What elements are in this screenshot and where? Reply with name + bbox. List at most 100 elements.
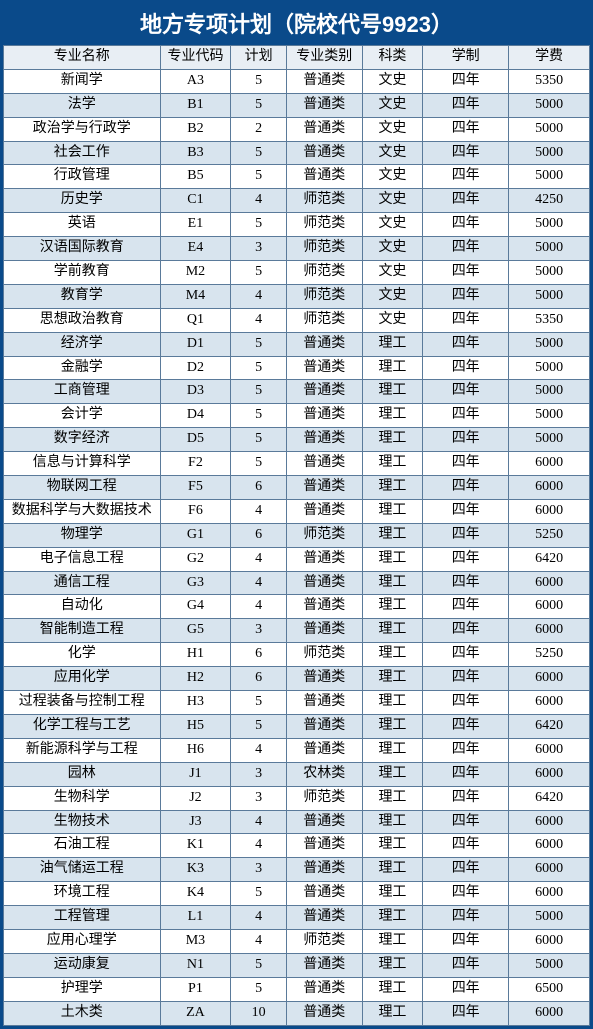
table-cell: 理工 [362, 571, 423, 595]
table-cell: 环境工程 [4, 882, 161, 906]
table-cell: 四年 [423, 1001, 509, 1025]
table-cell: 普通类 [286, 69, 362, 93]
table-row: 思想政治教育Q14师范类文史四年5350 [4, 308, 590, 332]
table-cell: 文史 [362, 93, 423, 117]
table-cell: 思想政治教育 [4, 308, 161, 332]
table-cell: 四年 [423, 117, 509, 141]
table-cell: 6500 [509, 977, 590, 1001]
table-cell: K3 [160, 858, 231, 882]
table-cell: 5 [231, 404, 287, 428]
table-cell: 5000 [509, 213, 590, 237]
table-cell: 5 [231, 882, 287, 906]
table-cell: 5 [231, 261, 287, 285]
table-cell: 普通类 [286, 165, 362, 189]
table-cell: 四年 [423, 141, 509, 165]
table-cell: N1 [160, 953, 231, 977]
table-cell: 6000 [509, 619, 590, 643]
table-cell: 理工 [362, 810, 423, 834]
table-cell: 汉语国际教育 [4, 237, 161, 261]
table-cell: 理工 [362, 691, 423, 715]
table-row: 政治学与行政学B22普通类文史四年5000 [4, 117, 590, 141]
col-header: 学制 [423, 46, 509, 70]
table-row: 物联网工程F56普通类理工四年6000 [4, 476, 590, 500]
table-cell: 5000 [509, 332, 590, 356]
table-cell: 5 [231, 953, 287, 977]
table-cell: 四年 [423, 906, 509, 930]
table-cell: 4 [231, 834, 287, 858]
table-row: 数字经济D55普通类理工四年5000 [4, 428, 590, 452]
table-cell: 6000 [509, 834, 590, 858]
table-row: 物理学G16师范类理工四年5250 [4, 523, 590, 547]
table-row: 工商管理D35普通类理工四年5000 [4, 380, 590, 404]
table-cell: 运动康复 [4, 953, 161, 977]
table-cell: 历史学 [4, 189, 161, 213]
table-cell: H1 [160, 643, 231, 667]
table-cell: 普通类 [286, 595, 362, 619]
header-row: 专业名称专业代码计划专业类别科类学制学费 [4, 46, 590, 70]
table-cell: 四年 [423, 356, 509, 380]
table-cell: 普通类 [286, 714, 362, 738]
table-cell: 5 [231, 213, 287, 237]
table-row: 社会工作B35普通类文史四年5000 [4, 141, 590, 165]
table-row: 数据科学与大数据技术F64普通类理工四年6000 [4, 499, 590, 523]
table-cell: 理工 [362, 428, 423, 452]
table-cell: 物联网工程 [4, 476, 161, 500]
table-cell: 10 [231, 1001, 287, 1025]
table-cell: D1 [160, 332, 231, 356]
table-cell: 物理学 [4, 523, 161, 547]
table-cell: 3 [231, 786, 287, 810]
table-cell: 理工 [362, 356, 423, 380]
table-cell: D4 [160, 404, 231, 428]
table-cell: 智能制造工程 [4, 619, 161, 643]
table-cell: 普通类 [286, 953, 362, 977]
table-cell: G4 [160, 595, 231, 619]
table-cell: 普通类 [286, 356, 362, 380]
table-cell: 理工 [362, 643, 423, 667]
table-cell: H2 [160, 667, 231, 691]
table-body: 新闻学A35普通类文史四年5350法学B15普通类文史四年5000政治学与行政学… [4, 69, 590, 1025]
table-cell: 6420 [509, 786, 590, 810]
table-cell: 6000 [509, 571, 590, 595]
table-cell: 师范类 [286, 237, 362, 261]
table-cell: 四年 [423, 476, 509, 500]
table-cell: P1 [160, 977, 231, 1001]
plan-table-container: 地方专项计划（院校代号9923） 专业名称专业代码计划专业类别科类学制学费 新闻… [0, 0, 593, 1029]
col-header: 专业代码 [160, 46, 231, 70]
table-cell: 4 [231, 571, 287, 595]
table-cell: 教育学 [4, 284, 161, 308]
table-cell: 法学 [4, 93, 161, 117]
table-cell: D5 [160, 428, 231, 452]
table-row: 通信工程G34普通类理工四年6000 [4, 571, 590, 595]
table-cell: 理工 [362, 786, 423, 810]
table-cell: 6420 [509, 714, 590, 738]
table-cell: 5 [231, 332, 287, 356]
table-cell: 师范类 [286, 786, 362, 810]
table-row: 行政管理B55普通类文史四年5000 [4, 165, 590, 189]
table-cell: F2 [160, 452, 231, 476]
table-cell: 理工 [362, 476, 423, 500]
table-row: 环境工程K45普通类理工四年6000 [4, 882, 590, 906]
table-cell: 四年 [423, 571, 509, 595]
table-cell: 6000 [509, 667, 590, 691]
table-cell: 生物技术 [4, 810, 161, 834]
table-cell: 四年 [423, 261, 509, 285]
table-cell: 数字经济 [4, 428, 161, 452]
table-cell: 理工 [362, 834, 423, 858]
table-cell: 5350 [509, 69, 590, 93]
table-cell: 普通类 [286, 547, 362, 571]
table-cell: 普通类 [286, 571, 362, 595]
table-cell: 5000 [509, 906, 590, 930]
table-cell: 文史 [362, 165, 423, 189]
table-cell: 理工 [362, 929, 423, 953]
table-cell: 文史 [362, 308, 423, 332]
table-row: 土木类ZA10普通类理工四年6000 [4, 1001, 590, 1025]
table-cell: 电子信息工程 [4, 547, 161, 571]
table-cell: 数据科学与大数据技术 [4, 499, 161, 523]
table-cell: 6000 [509, 499, 590, 523]
table-cell: 经济学 [4, 332, 161, 356]
table-cell: G2 [160, 547, 231, 571]
table-cell: M3 [160, 929, 231, 953]
table-cell: 普通类 [286, 977, 362, 1001]
table-cell: 理工 [362, 1001, 423, 1025]
table-cell: 应用心理学 [4, 929, 161, 953]
